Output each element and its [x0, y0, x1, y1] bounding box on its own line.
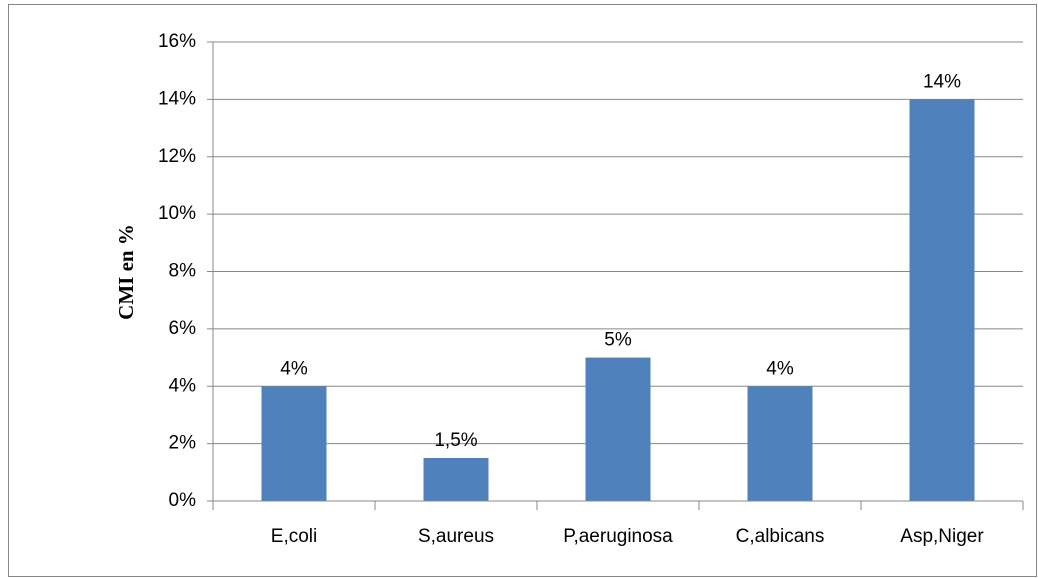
bar: [585, 357, 651, 501]
x-tick-label: E,coli: [271, 526, 317, 547]
y-tick-label: 6%: [169, 318, 197, 339]
value-label: 14%: [923, 71, 961, 92]
y-tick-label: 10%: [158, 203, 196, 224]
y-tick-label: 16%: [158, 31, 196, 52]
y-tick-label: 14%: [158, 88, 196, 109]
bar: [909, 99, 975, 501]
y-axis-title: CMI en %: [114, 224, 138, 320]
y-tick-label: 12%: [158, 146, 196, 167]
bar: [261, 386, 327, 501]
value-label: 4%: [280, 358, 308, 379]
x-tick-label: P,aeruginosa: [563, 526, 673, 547]
x-tick-label: Asp,Niger: [900, 526, 984, 547]
value-label: 1,5%: [434, 430, 477, 451]
y-tick-label: 8%: [169, 261, 197, 282]
x-tick-label: S,aureus: [418, 526, 494, 547]
y-tick-label: 0%: [169, 490, 197, 511]
y-tick-label: 4%: [169, 375, 197, 396]
x-tick-label: C,albicans: [736, 526, 825, 547]
y-tick-label: 2%: [169, 433, 197, 454]
bar: [747, 386, 813, 501]
value-label: 5%: [604, 330, 632, 351]
bar: [423, 457, 489, 501]
value-label: 4%: [766, 358, 794, 379]
